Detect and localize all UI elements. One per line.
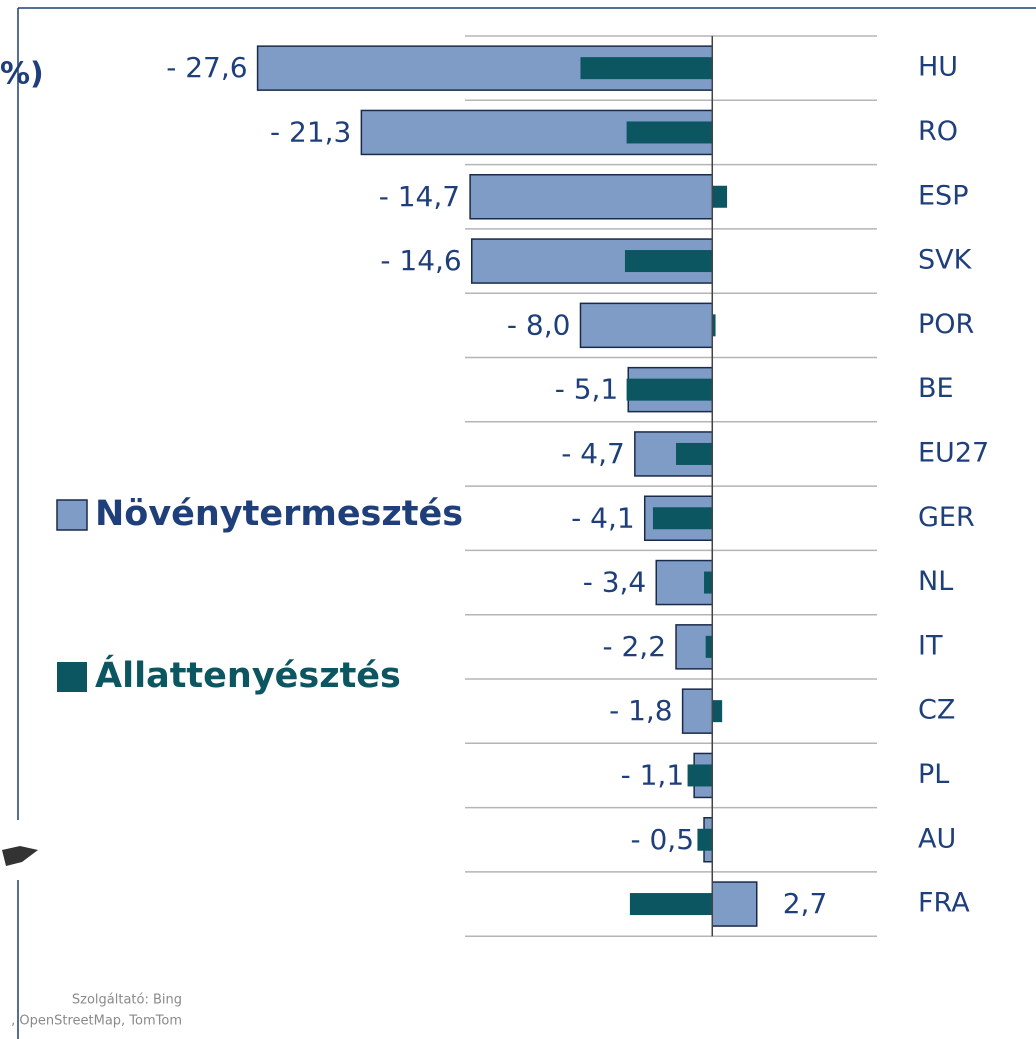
- legend-label: Növénytermesztés: [95, 494, 463, 534]
- bar: [579, 302, 714, 349]
- bar: [655, 559, 714, 606]
- bar: [626, 121, 713, 144]
- map-fragment: [2, 846, 38, 866]
- category-label: CZ: [918, 695, 955, 726]
- category-label: EU27: [918, 437, 989, 468]
- title-fragment: %): [0, 57, 44, 92]
- bar: [712, 314, 716, 337]
- bar: [676, 442, 713, 465]
- category-label: PL: [918, 759, 949, 790]
- legend-label: Állattenyésztés: [95, 654, 401, 696]
- data-label: 2,7: [783, 887, 828, 920]
- category-label: BE: [918, 373, 954, 404]
- category-label: FRA: [918, 888, 970, 919]
- data-label: - 8,0: [507, 308, 571, 341]
- data-label: - 21,3: [270, 115, 351, 148]
- data-label: - 0,5: [630, 823, 694, 856]
- bar: [687, 764, 713, 787]
- bar: [626, 378, 713, 401]
- category-label: GER: [918, 502, 975, 533]
- bar: [629, 893, 713, 916]
- data-label: - 3,4: [583, 566, 647, 599]
- bar: [712, 185, 728, 208]
- category-label: HU: [918, 52, 958, 83]
- category-label: POR: [918, 309, 974, 340]
- bar: [469, 174, 714, 220]
- bar: [704, 571, 713, 594]
- data-label: - 4,1: [571, 501, 635, 534]
- category-label: NL: [918, 566, 953, 597]
- bar: [624, 250, 713, 273]
- category-label: SVK: [918, 245, 973, 276]
- data-label: - 4,7: [561, 437, 625, 470]
- data-label: - 27,6: [166, 51, 247, 84]
- category-label: IT: [918, 630, 943, 661]
- data-label: - 1,1: [621, 758, 685, 791]
- bar: [580, 57, 713, 80]
- data-label: - 14,7: [379, 180, 460, 213]
- bar: [681, 688, 714, 734]
- bar: [711, 881, 758, 927]
- attribution: , OpenStreetMap, TomTom: [11, 1014, 182, 1029]
- data-label: - 1,8: [609, 694, 673, 727]
- category-label: AU: [918, 823, 956, 854]
- bar: [705, 635, 713, 658]
- category-label: ESP: [918, 180, 968, 211]
- legend-swatch: [57, 662, 87, 692]
- bar: [652, 507, 713, 530]
- bar: [697, 828, 713, 851]
- category-label: RO: [918, 116, 958, 147]
- legend-swatch: [56, 499, 88, 531]
- bar: [712, 700, 723, 723]
- attribution: Szolgáltató: Bing: [72, 993, 182, 1008]
- data-label: - 5,1: [555, 373, 619, 406]
- data-label: - 14,6: [380, 244, 461, 277]
- data-label: - 2,2: [602, 630, 666, 663]
